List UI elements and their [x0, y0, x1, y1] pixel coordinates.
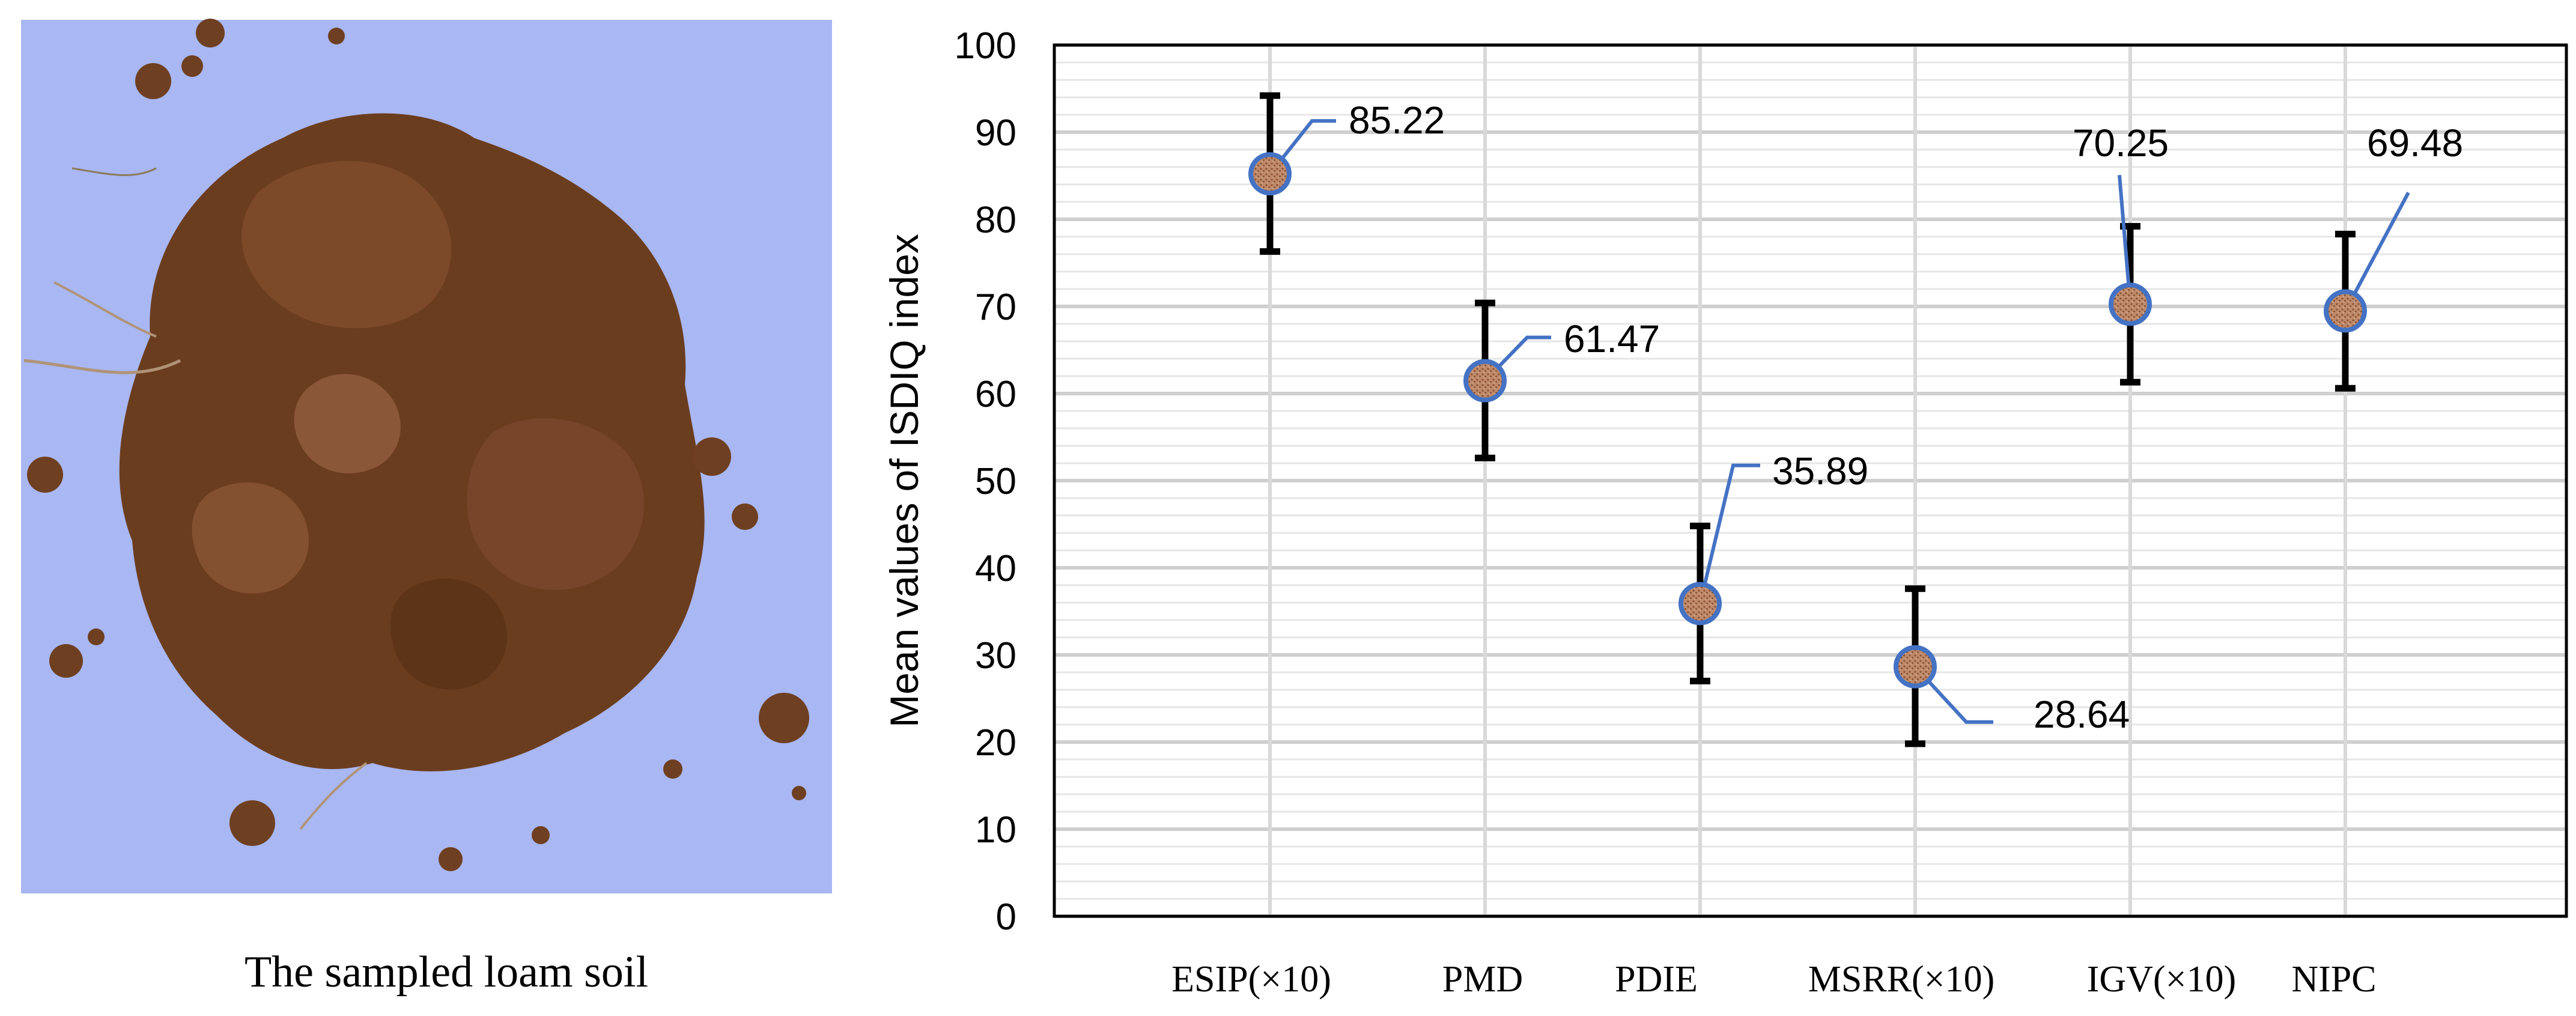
soil-crumb — [439, 847, 463, 871]
soil-clod — [192, 482, 309, 594]
x-tick-label: PDIE — [1615, 959, 1698, 1000]
root-strand — [299, 762, 368, 830]
soil-crumb — [181, 55, 203, 77]
soil-clod — [242, 160, 452, 329]
photo-panel: The sampled loam soil — [21, 19, 832, 997]
data-point-marker — [1463, 359, 1507, 403]
x-tick-label: NIPC — [2291, 959, 2376, 1000]
data-point-marker — [1894, 645, 1937, 689]
y-tick-label: 100 — [955, 25, 1016, 67]
soil-crumb — [759, 693, 809, 743]
soil-clod — [294, 374, 401, 473]
x-tick-label: PMD — [1442, 959, 1523, 1000]
data-point-group: 61.47 — [1463, 299, 1660, 461]
soil-crumb — [49, 644, 83, 678]
root-strand — [71, 167, 157, 176]
data-label-leader-line — [1268, 119, 1336, 175]
soil-crumb — [663, 759, 682, 779]
data-label: 28.64 — [2034, 693, 2130, 736]
soil-crumb — [328, 28, 345, 44]
x-tick-label: ESIP(×10) — [1171, 959, 1331, 1000]
y-tick-label: 90 — [975, 112, 1016, 154]
data-point-group: 85.22 — [1248, 92, 1445, 255]
root-strand — [53, 281, 157, 338]
y-tick-label: 80 — [975, 199, 1016, 241]
y-tick-label: 20 — [975, 722, 1016, 764]
y-tick-label: 60 — [975, 374, 1016, 415]
root-strand — [23, 359, 181, 374]
soil-crumb — [792, 786, 806, 800]
data-point-marker — [1248, 152, 1292, 196]
data-point-group: 28.64 — [1894, 585, 2130, 747]
data-point-marker — [2109, 282, 2152, 326]
y-tick-label: 70 — [975, 287, 1016, 328]
series-mean-values: 85.22 61.47 35.89 28.64 70.25 69.48 — [1248, 92, 2463, 747]
soil-clod — [467, 418, 645, 591]
y-tick-label: 10 — [975, 809, 1016, 851]
soil-crumb — [88, 628, 105, 645]
soil-clod — [390, 579, 508, 690]
y-tick-label: 40 — [975, 548, 1016, 589]
data-label: 61.47 — [1564, 317, 1660, 360]
x-tick-label: MSRR(×10) — [1808, 959, 1995, 1000]
chart: 0 10 20 30 40 50 60 70 80 90 100 Mean values of IS… — [882, 25, 2568, 1000]
soil-photo — [21, 19, 832, 893]
x-tick-label: IGV(×10) — [2087, 959, 2236, 1000]
data-point-group: 69.48 — [2324, 121, 2463, 392]
soil-crumb — [229, 800, 275, 846]
soil-crumb — [196, 19, 225, 47]
y-tick-label: 50 — [975, 461, 1016, 502]
x-axis-ticks: ESIP(×10) PMD PDIE MSRR(×10) IGV(×10) NIPC — [1171, 959, 2377, 1000]
data-point-group: 70.25 — [2073, 121, 2169, 386]
soil-crumb — [532, 826, 550, 844]
soil-crumb — [27, 457, 63, 493]
soil-crumb — [732, 503, 758, 530]
soil-crumb — [135, 63, 171, 99]
data-point-group: 35.89 — [1678, 449, 1868, 684]
data-label: 70.25 — [2073, 121, 2169, 165]
y-tick-label: 0 — [996, 896, 1016, 938]
data-label: 35.89 — [1772, 449, 1868, 493]
data-label-leader-line — [2344, 192, 2410, 312]
y-axis-label: Mean values of ISDIQ index — [882, 234, 926, 728]
y-axis-ticks: 0 10 20 30 40 50 60 70 80 90 100 — [955, 25, 1016, 938]
data-label-leader-line — [1698, 463, 1760, 604]
data-point-marker — [2324, 289, 2367, 333]
soil-crumb — [693, 437, 731, 476]
data-point-marker — [1678, 582, 1722, 625]
data-label: 69.48 — [2367, 121, 2463, 165]
plot-area-frame — [1053, 43, 2568, 918]
photo-caption: The sampled loam soil — [245, 948, 648, 997]
data-label-leader-line — [1913, 665, 1993, 724]
data-label: 85.22 — [1349, 99, 1445, 142]
y-tick-label: 30 — [975, 635, 1016, 677]
